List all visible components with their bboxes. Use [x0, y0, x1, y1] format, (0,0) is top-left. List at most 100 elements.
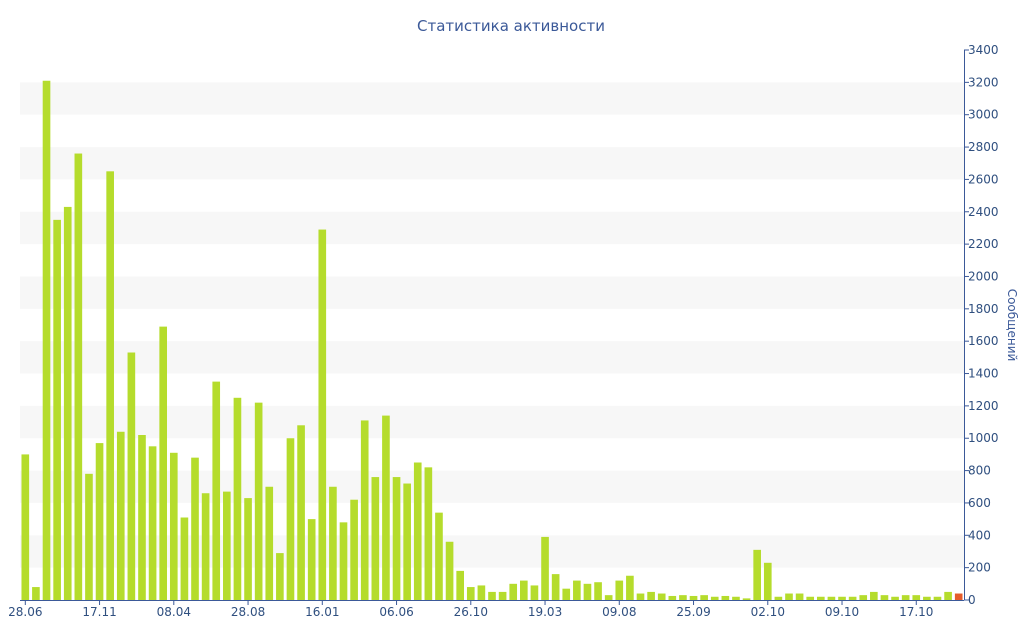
bar[interactable]: [180, 517, 189, 601]
bar[interactable]: [244, 498, 252, 600]
bar[interactable]: [445, 541, 454, 600]
bar[interactable]: [562, 588, 571, 600]
bar[interactable]: [636, 593, 645, 600]
bar[interactable]: [413, 462, 422, 601]
x-tick-label: 28.08: [231, 605, 265, 619]
bar[interactable]: [594, 582, 602, 600]
bar[interactable]: [901, 595, 910, 600]
bar[interactable]: [435, 512, 443, 600]
bar[interactable]: [923, 596, 931, 600]
bar[interactable]: [816, 596, 825, 600]
bar[interactable]: [488, 591, 496, 600]
bar[interactable]: [806, 596, 815, 600]
bar[interactable]: [679, 595, 687, 600]
bar[interactable]: [63, 206, 72, 600]
bar[interactable]: [127, 352, 136, 601]
grid-bands: [20, 82, 964, 568]
bar[interactable]: [169, 452, 178, 600]
bar[interactable]: [774, 596, 783, 600]
bar[interactable]: [795, 593, 804, 600]
y-tick-labels: 0 200 400 600 800 1000 1200 1400 1600 1800 2000 220…: [968, 43, 999, 607]
bar[interactable]: [551, 574, 560, 600]
bar[interactable]: [201, 493, 210, 600]
bar[interactable]: [424, 467, 433, 600]
bar[interactable]: [307, 519, 316, 600]
bar[interactable]: [859, 595, 868, 600]
bar[interactable]: [933, 596, 942, 600]
bar[interactable]: [329, 486, 337, 600]
y-tick-label: 2400: [968, 205, 999, 219]
bar[interactable]: [233, 397, 242, 600]
bar[interactable]: [520, 580, 528, 600]
bar[interactable]: [466, 587, 475, 600]
bar[interactable]: [700, 595, 708, 600]
bar[interactable]: [753, 549, 761, 600]
grid-band: [20, 82, 964, 115]
bar[interactable]: [657, 593, 666, 600]
bar[interactable]: [456, 570, 464, 600]
bar[interactable]: [42, 80, 51, 601]
bar[interactable]: [21, 454, 30, 600]
bar[interactable]: [742, 598, 751, 600]
bar[interactable]: [583, 583, 592, 600]
bar[interactable]: [509, 583, 518, 600]
bar[interactable]: [297, 425, 305, 600]
axes: [20, 49, 969, 605]
bar[interactable]: [721, 595, 730, 600]
bar[interactable]: [276, 553, 284, 600]
bar[interactable]: [265, 486, 274, 600]
bar[interactable]: [85, 473, 93, 600]
bar[interactable]: [477, 585, 486, 600]
bar[interactable]: [710, 596, 719, 600]
y-tick-label: 2200: [968, 237, 999, 251]
bar[interactable]: [944, 591, 952, 600]
bar[interactable]: [880, 595, 889, 600]
bar[interactable]: [53, 219, 61, 600]
bar[interactable]: [392, 477, 401, 600]
bar[interactable]: [382, 415, 390, 600]
bar[interactable]: [360, 420, 369, 600]
bar[interactable]: [530, 585, 539, 600]
bar[interactable]: [954, 593, 963, 600]
bar[interactable]: [573, 580, 581, 600]
bar[interactable]: [32, 587, 40, 600]
bar[interactable]: [403, 483, 411, 600]
bar[interactable]: [148, 446, 157, 600]
bar[interactable]: [647, 591, 655, 600]
bar[interactable]: [763, 562, 772, 600]
bar[interactable]: [668, 595, 677, 600]
bar[interactable]: [848, 596, 857, 600]
bar[interactable]: [604, 595, 613, 600]
bar[interactable]: [254, 402, 263, 600]
bar[interactable]: [891, 596, 899, 600]
bar[interactable]: [371, 477, 380, 600]
bar[interactable]: [498, 591, 507, 600]
bar[interactable]: [95, 443, 104, 600]
bar[interactable]: [106, 171, 114, 600]
bar[interactable]: [732, 596, 740, 600]
x-tick-label: 28.06: [8, 605, 42, 619]
bar[interactable]: [541, 536, 549, 600]
bar[interactable]: [138, 435, 146, 600]
bar[interactable]: [191, 457, 199, 600]
bar[interactable]: [785, 593, 793, 600]
bar[interactable]: [318, 229, 327, 600]
bar[interactable]: [159, 326, 168, 600]
bar[interactable]: [838, 596, 846, 600]
bar[interactable]: [350, 499, 358, 600]
bar[interactable]: [870, 591, 878, 600]
bar[interactable]: [339, 522, 348, 600]
bar[interactable]: [223, 491, 231, 600]
bar[interactable]: [626, 575, 634, 600]
bar[interactable]: [74, 153, 83, 600]
bar[interactable]: [827, 596, 836, 600]
y-tick-label: 3400: [968, 43, 999, 57]
x-tick-label: 09.08: [602, 605, 636, 619]
bar[interactable]: [116, 431, 125, 600]
bar[interactable]: [286, 438, 295, 600]
bar[interactable]: [212, 381, 221, 600]
bar[interactable]: [615, 580, 624, 600]
bar[interactable]: [689, 595, 698, 600]
bar[interactable]: [912, 595, 921, 600]
